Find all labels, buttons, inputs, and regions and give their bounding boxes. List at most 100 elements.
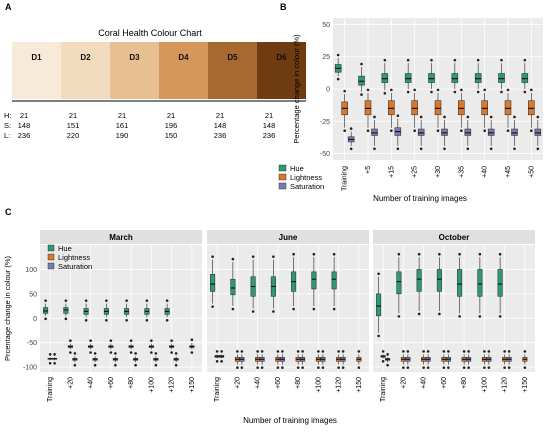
box-hue [291,252,297,311]
box-hue [83,299,89,322]
hsl-value: 21 [265,111,273,120]
outlier-point [357,366,361,369]
x-tick-label: Training [47,377,54,402]
colour-chart-panel: Coral Health Colour Chart D1 D2 D3 D4 D5 D6 H… [4,28,306,140]
box-saturation [92,352,98,367]
outlier-point [84,299,88,302]
outlier-point [419,115,423,119]
outlier-point [301,350,304,353]
outlier-point [145,318,149,322]
outlier-point [105,318,108,322]
outlier-point [73,352,77,355]
outlier-point [383,58,387,62]
outlier-point [430,90,433,94]
y-axis-title: Prcentage change in colour (%) [3,255,12,361]
outlier-point [458,252,461,256]
outlier-point [460,88,463,92]
box-lightness [388,88,395,133]
outlier-point [105,299,108,302]
box-iqr [434,100,442,116]
box-lightness [400,350,406,369]
x-tick-label: +80 [461,377,468,389]
box-lightness [458,88,465,133]
x-tick-label: +20 [400,377,407,389]
outlier-point [129,351,133,354]
box-iqr [477,269,483,297]
outlier-point [236,366,239,369]
outlier-point [93,363,97,367]
outlier-point [417,312,421,316]
outlier-point [174,363,178,367]
outlier-point [220,360,223,363]
outlier-point [256,350,259,353]
outlier-point [174,352,178,355]
outlier-point [170,339,173,342]
outlier-point [301,366,304,369]
outlier-point [109,339,113,342]
y-tick-label: -100 [23,365,37,372]
outlier-point [397,252,401,256]
outlier-point [503,350,506,353]
x-tick-label: +30 [435,166,442,178]
hsl-value: 21 [69,111,77,120]
facet-title: March [109,233,133,242]
box-iqr [458,100,465,116]
outlier-point [360,93,363,96]
outlier-point [413,88,416,92]
box-saturation [487,115,495,151]
outlier-point [500,90,503,94]
box-iqr [364,100,372,116]
hsl-value: 236 [214,131,227,140]
swatch-d4 [159,42,208,99]
swatch-d1 [12,42,61,99]
box-lightness [528,88,535,133]
box-saturation [173,352,179,367]
box-iqr [396,271,402,295]
outlier-point [383,91,387,95]
outlier-point [467,350,470,353]
legend-key [47,244,55,252]
outlier-point [523,350,527,353]
outlier-point [487,350,491,353]
box-iqr [487,128,495,136]
outlier-point [530,88,533,92]
y-tick-label: 50 [322,22,330,29]
outlier-point [292,252,295,256]
x-tick-label: +25 [412,166,419,178]
outlier-point [360,62,363,66]
x-axis-title: Number of training images [373,194,467,203]
outlier-point [402,366,405,369]
box-hue [63,299,69,321]
box-lightness [189,338,195,354]
box-iqr [441,128,448,136]
box-iqr [474,73,482,83]
outlier-point [426,350,430,353]
outlier-point [442,366,446,369]
outlier-point [357,350,361,353]
box-saturation [511,115,518,151]
box-iqr [417,128,425,136]
outlier-point [134,363,137,367]
outlier-point [373,115,376,119]
outlier-point [349,147,353,151]
box-saturation [133,352,139,367]
box-hue [396,252,402,318]
colour-swatches: D1 D2 D3 D4 D5 D6 [12,42,306,102]
y-tick-label: -50 [320,151,330,158]
box-saturation [259,350,265,369]
box-iqr [497,269,503,297]
box-hue [457,252,463,318]
hsl-value: 190 [116,131,129,140]
outlier-point [114,363,117,367]
outlier-point [260,366,264,369]
facet-october: October Training +20 +40 +60 +80 +100 +120 +150 [373,230,535,402]
outlier-point [413,129,416,133]
box-saturation [52,353,58,365]
outlier-point [343,89,346,93]
x-tick-label: +40 [88,377,95,389]
box-iqr [376,293,382,317]
box-iqr [428,73,435,83]
box-iqr [230,278,236,296]
x-tick-label: +120 [502,377,509,393]
outlier-point [341,366,345,369]
